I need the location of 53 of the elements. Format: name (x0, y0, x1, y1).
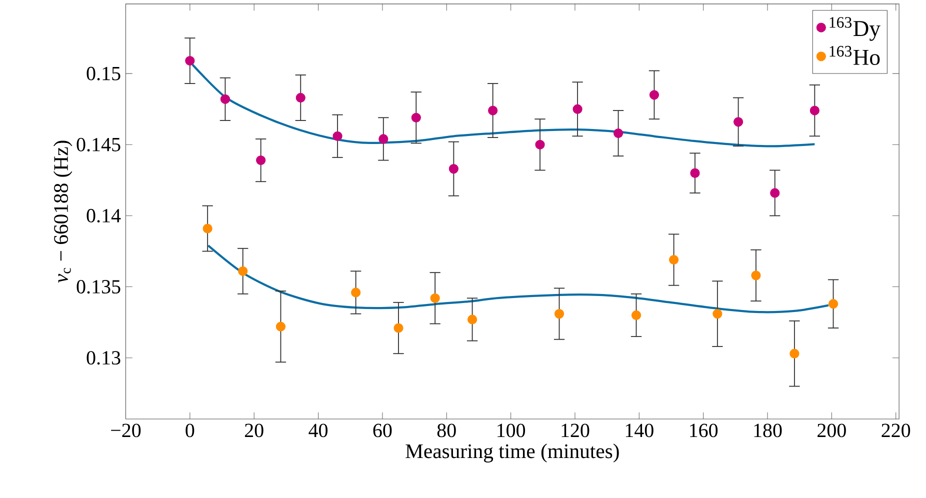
point (554, 308, 564, 319)
point (535, 140, 545, 150)
point (770, 188, 780, 198)
x-tick-label: 100 (498, 424, 526, 438)
y-axis-title: ν$_{c}$ − 660188 (Hz) (53, 140, 72, 283)
x-tick-label: 180 (754, 424, 782, 438)
point (751, 270, 761, 280)
point (296, 92, 306, 103)
point (488, 106, 498, 116)
point (669, 254, 679, 265)
y-tick-label: 0.135 (76, 280, 120, 294)
point (649, 90, 660, 100)
point (467, 314, 478, 324)
legend-label: $^{163}$Dy (830, 17, 880, 41)
x-axis-title: Measuring time (minutes) (406, 444, 619, 462)
y-tick-label: 0.14 (86, 208, 121, 223)
point (332, 131, 342, 141)
point (378, 134, 388, 144)
y-tick-label: 0.13 (86, 351, 120, 365)
point (810, 106, 820, 116)
x-tick-label: −20 (111, 424, 141, 438)
point (185, 56, 195, 66)
point (572, 104, 582, 114)
x-tick-label: 220 (882, 424, 910, 438)
point (238, 266, 248, 276)
x-tick-label: 80 (437, 424, 456, 438)
x-tick-label: 60 (373, 424, 392, 438)
x-tick-label: 40 (308, 424, 328, 438)
point (712, 308, 722, 319)
point (430, 293, 440, 303)
point (394, 323, 404, 333)
point (202, 224, 212, 234)
point (828, 299, 838, 309)
legend-label: $^{163}$Ho (830, 46, 880, 66)
x-tick-label: 140 (626, 424, 654, 438)
point (276, 322, 286, 332)
point (790, 348, 800, 358)
y-tick-label: 0.145 (76, 138, 120, 152)
point (220, 94, 230, 104)
point (613, 128, 624, 138)
point (256, 155, 266, 166)
point (411, 112, 421, 122)
x-tick-label: 120 (562, 424, 590, 438)
x-tick-label: 0 (186, 424, 194, 438)
x-tick-label: 20 (244, 424, 264, 438)
point (631, 310, 642, 320)
y-tick-label: 0.15 (86, 66, 120, 80)
point (448, 164, 458, 174)
point (351, 288, 361, 298)
x-tick-label: 160 (690, 424, 718, 438)
point (690, 168, 700, 178)
point (734, 117, 744, 127)
x-tick-label: 200 (818, 424, 846, 438)
